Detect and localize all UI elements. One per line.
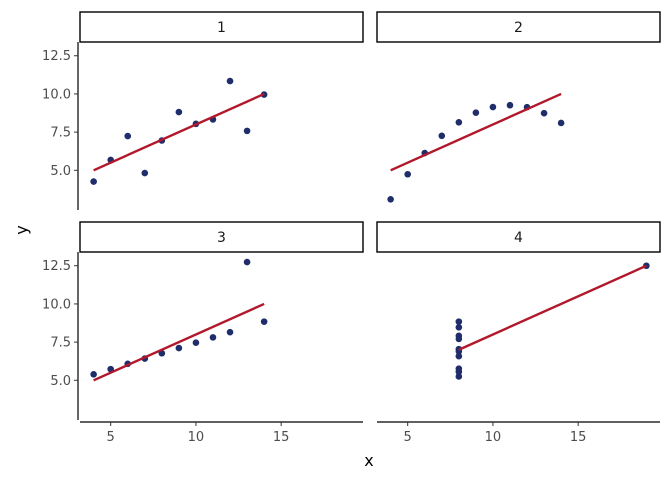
data-point [209, 334, 217, 341]
data-point [226, 328, 234, 336]
y-tick-label: 7.5 [50, 336, 71, 351]
data-point [506, 101, 514, 109]
data-point [489, 103, 497, 111]
panel-strip [376, 221, 661, 253]
data-point [260, 318, 268, 325]
panel-strip-label: 1 [217, 20, 226, 36]
data-point [387, 196, 394, 203]
data-point [192, 339, 200, 347]
y-tick-label: 5.0 [50, 374, 71, 389]
data-point [243, 127, 251, 135]
panel-1: 1 5.0 7.5 10.0 12.5 [42, 11, 364, 210]
fit-line [93, 92, 265, 172]
panel-strip [376, 11, 661, 43]
y-tick-label: 5.0 [50, 164, 71, 179]
panel-strip [79, 221, 364, 253]
data-point [455, 323, 463, 331]
data-point [90, 178, 97, 185]
panel-strip [79, 11, 364, 43]
x-tick-label: 10 [485, 430, 502, 445]
data-point [141, 169, 149, 177]
data-point [404, 170, 411, 178]
fit-line [390, 92, 562, 172]
panel-2: 2 [376, 11, 661, 203]
panel-strip-label: 3 [217, 230, 226, 246]
data-point [472, 109, 480, 117]
x-tick-label: 10 [188, 430, 205, 445]
fit-line [93, 302, 265, 382]
data-point [455, 373, 463, 380]
x-tick-label: 15 [273, 430, 290, 445]
y-tick-label: 12.5 [42, 49, 71, 64]
data-point [124, 132, 132, 140]
x-tick-label: 15 [570, 430, 587, 445]
data-point [455, 332, 463, 340]
data-point [243, 258, 251, 266]
data-point [455, 318, 463, 325]
data-point [455, 352, 463, 360]
data-point [438, 132, 446, 140]
y-tick-label: 12.5 [42, 259, 71, 274]
data-point [455, 368, 463, 376]
data-point [175, 344, 183, 352]
panel-strip-label: 2 [514, 20, 523, 36]
data-point [175, 108, 183, 116]
x-tick-label: 5 [404, 430, 412, 445]
data-point [90, 371, 97, 378]
data-point [557, 119, 565, 127]
data-point [226, 77, 234, 85]
x-tick-label: 5 [107, 430, 115, 445]
y-tick-label: 10.0 [42, 297, 71, 312]
x-axis-title: x [364, 451, 373, 470]
panel-3: 3 5.0 7.5 10.0 12.5 5 10 15 [42, 221, 364, 445]
data-point [455, 119, 463, 126]
panel-strip-label: 4 [514, 230, 523, 246]
y-axis-title: y [12, 225, 31, 234]
fit-line [458, 264, 647, 351]
panel-4: 4 5 10 15 [376, 221, 661, 445]
y-tick-label: 10.0 [42, 87, 71, 102]
panels-layer: 1 5.0 7.5 10.0 12.5 2 3 5.0 7.5 10.0 12.5 5 10 15 4 5 10… [42, 11, 661, 445]
data-point [540, 109, 548, 117]
y-tick-label: 7.5 [50, 126, 71, 141]
